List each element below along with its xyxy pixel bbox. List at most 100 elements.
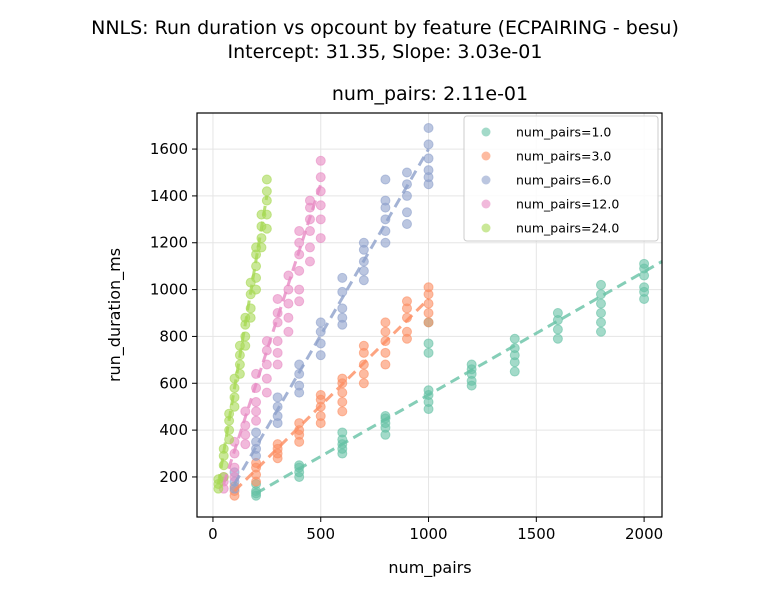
legend-marker [481,223,491,233]
x-axis-label: num_pairs [388,558,471,578]
data-point [294,265,305,276]
data-point [552,308,563,319]
data-point [423,338,434,349]
data-point [552,333,563,344]
data-point [401,219,412,230]
data-point [294,296,305,307]
y-tick-label: 1600 [150,140,188,158]
data-point [595,317,606,328]
data-point [337,272,348,283]
data-point [380,317,391,328]
fit-line [255,260,663,495]
axis-ticks: 0 500 1000 1500 2000 200 400 600 800 1000 1200 1400… [150,140,663,543]
data-point [251,406,262,417]
data-point [272,347,283,358]
data-point [315,317,326,328]
data-marks [213,122,663,501]
data-point [423,308,434,319]
data-point [595,298,606,309]
data-point [337,427,348,438]
y-tick-label: 400 [159,421,188,439]
x-tick-label: 1500 [517,525,555,543]
data-point [272,359,283,370]
data-point [423,347,434,358]
data-point [304,256,315,267]
data-point [401,190,412,201]
plot-frame [196,112,663,518]
legend-label: num_pairs=3.0 [516,149,611,164]
data-point [337,303,348,314]
data-point [380,359,391,370]
data-point [380,237,391,248]
data-point [337,373,348,384]
data-point [380,174,391,185]
data-point [315,411,326,422]
data-point [251,397,262,408]
data-point [251,427,262,438]
data-point [401,296,412,307]
fit-line [216,195,269,485]
data-point [251,415,262,426]
data-point [552,324,563,335]
data-point [639,282,650,293]
data-point [315,155,326,166]
series-3 [218,155,326,494]
data-point [272,336,283,347]
legend-marker [481,127,491,137]
fit-line [222,183,323,485]
data-point [423,165,434,176]
data-point [358,340,369,351]
series-0 [251,258,650,501]
fit-line [233,148,430,485]
data-point [358,275,369,286]
fit-line [233,297,430,493]
legend-label: num_pairs=6.0 [516,173,611,188]
legend-marker [481,151,491,161]
y-tick-label: 1000 [150,281,188,299]
data-point [240,439,251,450]
data-point [315,200,326,211]
data-point [509,333,520,344]
data-point [337,312,348,323]
y-axis-label: run_duration_ms [105,248,125,382]
data-point [261,373,272,384]
x-tick-label: 500 [306,525,335,543]
data-point [423,317,434,328]
data-point [595,326,606,337]
y-tick-label: 800 [159,327,188,345]
legend-label: num_pairs=24.0 [516,221,619,236]
chart-subtitle: Intercept: 31.35, Slope: 3.03e-01 [228,41,543,63]
legend-label: num_pairs=1.0 [516,125,611,140]
data-point [315,350,326,361]
data-point [380,195,391,206]
data-point [380,347,391,358]
legend-marker [481,175,491,185]
data-point [283,298,294,309]
data-point [423,298,434,309]
data-point [401,167,412,178]
data-point [283,312,294,323]
legend-label: num_pairs=12.0 [516,197,619,212]
data-point [283,326,294,337]
data-point [423,139,434,150]
data-point [337,406,348,417]
data-point [294,380,305,391]
legend-marker [481,199,491,209]
x-tick-label: 1000 [409,525,447,543]
data-point [423,122,434,133]
legend-box [463,115,659,242]
data-point [509,366,520,377]
data-point [304,226,315,237]
data-point [315,233,326,244]
y-tick-label: 1400 [150,187,188,205]
data-point [261,223,272,234]
data-point [423,282,434,293]
data-point [304,242,315,253]
data-point [595,308,606,319]
data-point [423,153,434,164]
data-point [315,172,326,183]
data-point [315,389,326,400]
data-point [595,279,606,290]
